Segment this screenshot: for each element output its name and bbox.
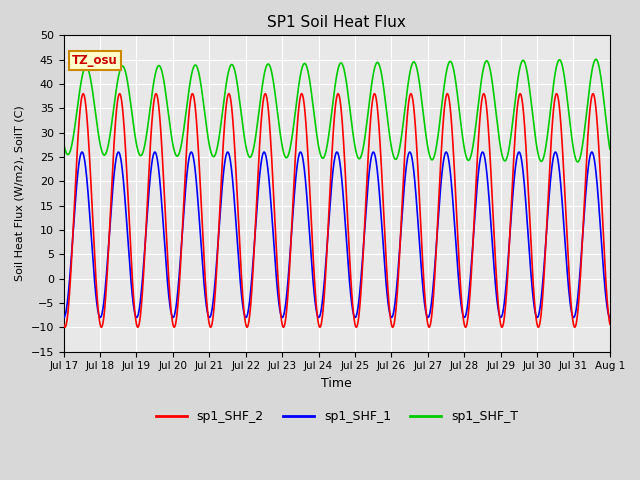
- sp1_SHF_T: [536, 158, 544, 164]
- sp1_SHF_T: [592, 56, 600, 62]
- sp1_SHF_1: [570, 314, 577, 320]
- Line: sp1_SHF_T: sp1_SHF_T: [63, 59, 610, 162]
- sp1_SHF_T: [606, 146, 614, 152]
- sp1_SHF_1: [122, 209, 130, 215]
- sp1_SHF_T: [60, 141, 67, 146]
- sp1_SHF_2: [293, 125, 301, 131]
- Text: TZ_osu: TZ_osu: [72, 54, 118, 67]
- sp1_SHF_1: [269, 230, 277, 236]
- sp1_SHF_T: [574, 159, 582, 165]
- sp1_SHF_2: [154, 100, 162, 106]
- sp1_SHF_1: [552, 149, 559, 155]
- sp1_SHF_2: [269, 190, 277, 195]
- sp1_SHF_2: [596, 157, 604, 163]
- sp1_SHF_1: [596, 212, 604, 217]
- Line: sp1_SHF_1: sp1_SHF_1: [63, 152, 610, 317]
- sp1_SHF_2: [225, 91, 233, 96]
- sp1_SHF_2: [606, 321, 614, 327]
- sp1_SHF_T: [293, 97, 301, 103]
- sp1_SHF_1: [536, 303, 544, 309]
- Legend: sp1_SHF_2, sp1_SHF_1, sp1_SHF_T: sp1_SHF_2, sp1_SHF_1, sp1_SHF_T: [150, 405, 523, 428]
- sp1_SHF_2: [537, 315, 545, 321]
- Line: sp1_SHF_2: sp1_SHF_2: [63, 94, 610, 327]
- sp1_SHF_2: [122, 154, 130, 160]
- sp1_SHF_2: [207, 324, 214, 330]
- sp1_SHF_T: [596, 66, 604, 72]
- sp1_SHF_T: [154, 63, 162, 69]
- X-axis label: Time: Time: [321, 377, 352, 390]
- sp1_SHF_1: [60, 314, 67, 320]
- sp1_SHF_1: [154, 164, 162, 169]
- sp1_SHF_T: [122, 71, 130, 77]
- sp1_SHF_T: [269, 77, 277, 83]
- sp1_SHF_1: [606, 314, 614, 320]
- Title: SP1 Soil Heat Flux: SP1 Soil Heat Flux: [268, 15, 406, 30]
- sp1_SHF_1: [293, 166, 301, 171]
- Y-axis label: Soil Heat Flux (W/m2), SoilT (C): Soil Heat Flux (W/m2), SoilT (C): [15, 106, 25, 281]
- sp1_SHF_2: [60, 321, 67, 327]
